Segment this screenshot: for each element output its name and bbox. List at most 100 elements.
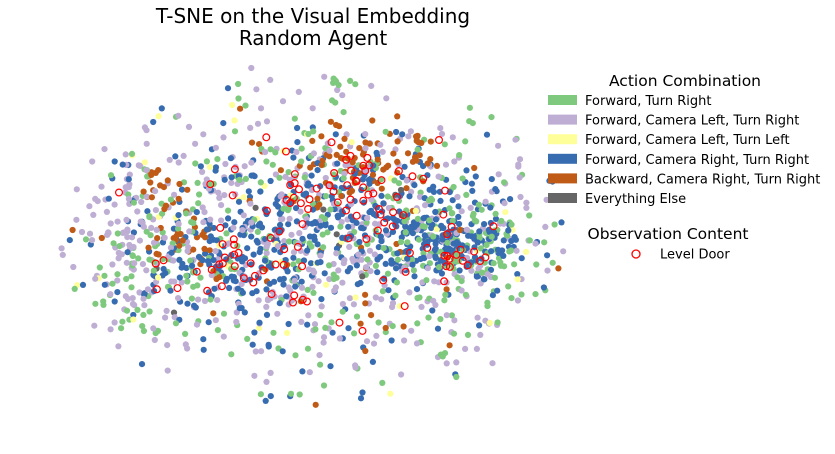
level-door-point	[440, 277, 449, 286]
scatter-point-series-0	[518, 291, 525, 298]
scatter-point-series-4	[160, 184, 167, 191]
scatter-point-series-1	[153, 226, 160, 233]
scatter-point-series-1	[532, 240, 539, 247]
scatter-point-series-0	[197, 274, 204, 281]
scatter-point-series-3	[424, 172, 431, 179]
scatter-point-series-1	[248, 219, 255, 226]
scatter-point-series-0	[146, 214, 153, 221]
scatter-point-series-1	[435, 173, 442, 180]
scatter-point-series-3	[432, 240, 439, 247]
scatter-point-series-3	[266, 280, 273, 287]
scatter-point-series-0	[146, 256, 153, 263]
scatter-point-series-0	[425, 314, 432, 321]
scatter-point-series-0	[317, 311, 324, 319]
scatter-point-series-3	[487, 204, 494, 211]
scatter-point-series-1	[401, 337, 408, 344]
scatter-point-series-3	[263, 311, 271, 318]
scatter-point-series-3	[232, 278, 239, 285]
scatter-point-series-3	[393, 265, 400, 272]
scatter-point-series-1	[240, 212, 247, 219]
scatter-point-series-3	[124, 249, 131, 256]
scatter-point-series-2	[141, 159, 148, 166]
scatter-point-series-0	[183, 210, 190, 217]
scatter-point-series-3	[353, 262, 360, 269]
scatter-point-series-1	[193, 321, 201, 328]
scatter-point-series-3	[66, 237, 73, 244]
scatter-point-series-1	[94, 198, 101, 205]
scatter-point-series-1	[326, 147, 333, 154]
scatter-point-series-0	[426, 217, 433, 224]
level-door-point	[389, 208, 398, 217]
scatter-point-series-1	[131, 260, 138, 267]
scatter-point-series-3	[226, 284, 233, 292]
scatter-point-series-3	[293, 218, 300, 225]
scatter-point-series-2	[130, 316, 137, 323]
scatter-point-series-1	[200, 219, 207, 226]
scatter-point-series-1	[232, 191, 239, 198]
scatter-point-series-2	[514, 276, 521, 283]
scatter-point-series-3	[231, 219, 238, 226]
scatter-point-series-3	[393, 128, 400, 136]
level-door-point	[369, 189, 378, 198]
scatter-point-series-3	[353, 219, 360, 226]
scatter-point-series-1	[451, 158, 458, 165]
scatter-point-series-1	[495, 142, 502, 149]
scatter-point-series-0	[182, 330, 189, 337]
scatter-point-series-4	[147, 179, 154, 186]
scatter-point-series-1	[286, 215, 293, 222]
legend-swatch-1	[548, 114, 577, 125]
scatter-point-series-3	[144, 208, 151, 215]
scatter-point-series-4	[314, 195, 321, 202]
legend-swatch-4	[548, 173, 577, 184]
scatter-point-series-0	[414, 320, 421, 327]
scatter-point-series-1	[489, 360, 496, 367]
scatter-point-series-0	[254, 228, 261, 235]
scatter-point-series-0	[298, 158, 305, 165]
scatter-point-series-1	[513, 247, 520, 254]
scatter-point-series-3	[290, 154, 297, 161]
scatter-point-series-1	[221, 192, 228, 199]
scatter-point-series-0	[114, 230, 121, 237]
scatter-point-series-0	[410, 267, 417, 274]
scatter-point-series-3	[401, 163, 408, 170]
scatter-point-series-0	[372, 262, 379, 269]
scatter-point-series-0	[228, 265, 235, 272]
scatter-point-series-0	[454, 274, 461, 281]
scatter-point-series-2	[348, 139, 355, 146]
scatter-point-series-3	[241, 255, 249, 262]
scatter-point-series-1	[263, 118, 271, 125]
scatter-point-series-0	[353, 313, 361, 320]
scatter-point-series-1	[129, 300, 137, 308]
scatter-point-series-0	[380, 245, 387, 252]
scatter-point-series-2	[486, 319, 493, 326]
scatter-point-series-1	[126, 181, 133, 188]
scatter-point-series-1	[251, 372, 258, 379]
scatter-point-series-4	[368, 312, 375, 319]
scatter-point-series-4	[277, 167, 284, 174]
scatter-point-series-3	[130, 229, 137, 236]
scatter-point-series-1	[175, 159, 182, 166]
scatter-point-series-1	[171, 278, 178, 285]
scatter-point-series-1	[151, 336, 158, 344]
level-door-point	[114, 188, 123, 197]
scatter-point-series-1	[107, 220, 114, 227]
level-door-point	[298, 262, 307, 271]
scatter-point-series-1	[333, 250, 340, 257]
level-door-point	[476, 257, 485, 266]
scatter-point-series-3	[79, 281, 87, 288]
legend-label-3: Forward, Camera Right, Turn Right	[585, 153, 809, 168]
level-door-point	[216, 223, 225, 232]
scatter-point-series-1	[315, 278, 322, 285]
scatter-point-series-0	[420, 250, 427, 257]
legend-label-0: Forward, Turn Right	[585, 94, 711, 109]
scatter-point-series-1	[122, 151, 129, 158]
scatter-point-series-1	[253, 86, 260, 93]
scatter-point-series-3	[473, 273, 480, 280]
scatter-point-series-0	[533, 261, 540, 268]
scatter-point-series-1	[514, 297, 522, 304]
scatter-point-series-3	[150, 118, 157, 126]
scatter-point-series-0	[408, 256, 416, 264]
scatter-point-series-3	[235, 198, 243, 205]
scatter-point-series-0	[231, 128, 239, 135]
scatter-point-series-3	[357, 395, 365, 402]
